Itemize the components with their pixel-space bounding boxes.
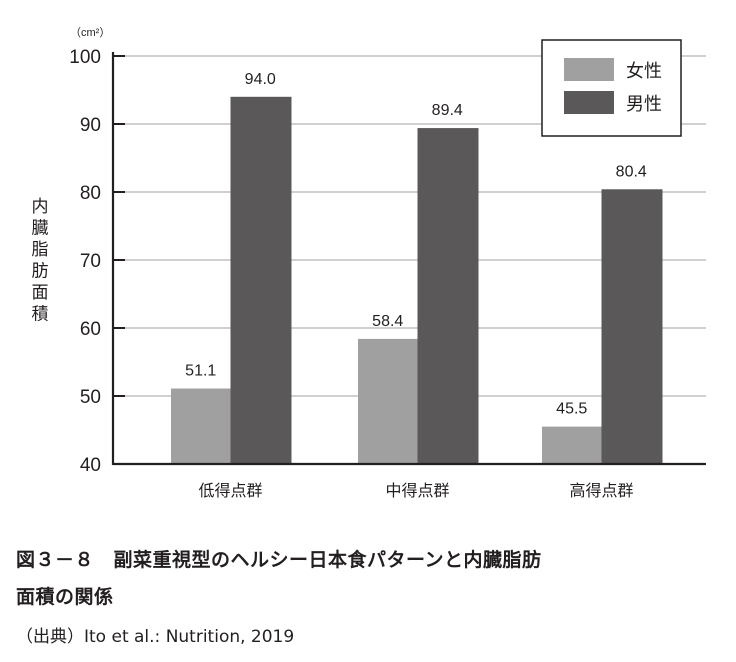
- y-tick-label: 100: [69, 47, 101, 68]
- value-label: 58.4: [372, 313, 403, 330]
- y-axis-label-char: 脂: [32, 240, 49, 260]
- axes: 40 50 60 70 80 90 100 低得点群 中得点群 高得点群: [69, 47, 706, 500]
- figure-caption: 図３－８ 副菜重視型のヘルシー日本食パターンと内臓脂肪 面積の関係: [16, 542, 726, 616]
- x-category-label: 高得点群: [569, 481, 633, 500]
- y-axis-label-char: 肪: [32, 262, 49, 282]
- caption-line-1: 図３－８ 副菜重視型のヘルシー日本食パターンと内臓脂肪: [16, 549, 542, 571]
- y-axis-label-char: 面: [32, 283, 49, 303]
- bar-female: [542, 426, 602, 464]
- value-label: 94.0: [245, 71, 276, 88]
- y-tick-label: 60: [80, 319, 101, 340]
- x-category-label: 中得点群: [385, 481, 449, 500]
- legend-label: 男性: [626, 94, 662, 115]
- unit-label: （cm²）: [70, 26, 110, 39]
- value-label: 45.5: [556, 401, 587, 418]
- bar-female: [358, 338, 418, 464]
- caption-line-2: 面積の関係: [16, 586, 114, 608]
- y-tick-label: 40: [80, 455, 101, 476]
- legend-box: [541, 39, 682, 137]
- legend-label: 女性: [626, 61, 662, 82]
- y-tick-label: 90: [80, 115, 101, 136]
- bar-male: [230, 96, 292, 465]
- y-tick-label: 80: [80, 183, 101, 204]
- x-category-label: 低得点群: [198, 481, 262, 500]
- legend-swatch-female: [564, 58, 614, 81]
- y-tick-label: 70: [80, 251, 101, 272]
- y-axis-label-char: 積: [32, 305, 49, 325]
- bar-male: [601, 189, 663, 464]
- y-axis-label-char: 内: [32, 197, 49, 217]
- bar-chart: 51.1 94.0 58.4 89.4 45.5 80.4 40 50 60 70 80 90 100…: [32, 26, 706, 500]
- y-axis-label-char: 臓: [32, 219, 49, 239]
- value-label: 51.1: [185, 363, 216, 380]
- value-label: 80.4: [616, 163, 647, 180]
- bars: 51.1 94.0 58.4 89.4 45.5 80.4: [171, 71, 663, 465]
- bar-female: [171, 388, 231, 464]
- source-citation: （出典）Ito et al.: Nutrition, 2019: [16, 627, 295, 647]
- value-label: 89.4: [432, 102, 463, 119]
- bar-male: [417, 128, 479, 464]
- y-tick-label: 50: [80, 387, 101, 408]
- legend-swatch-male: [564, 91, 614, 114]
